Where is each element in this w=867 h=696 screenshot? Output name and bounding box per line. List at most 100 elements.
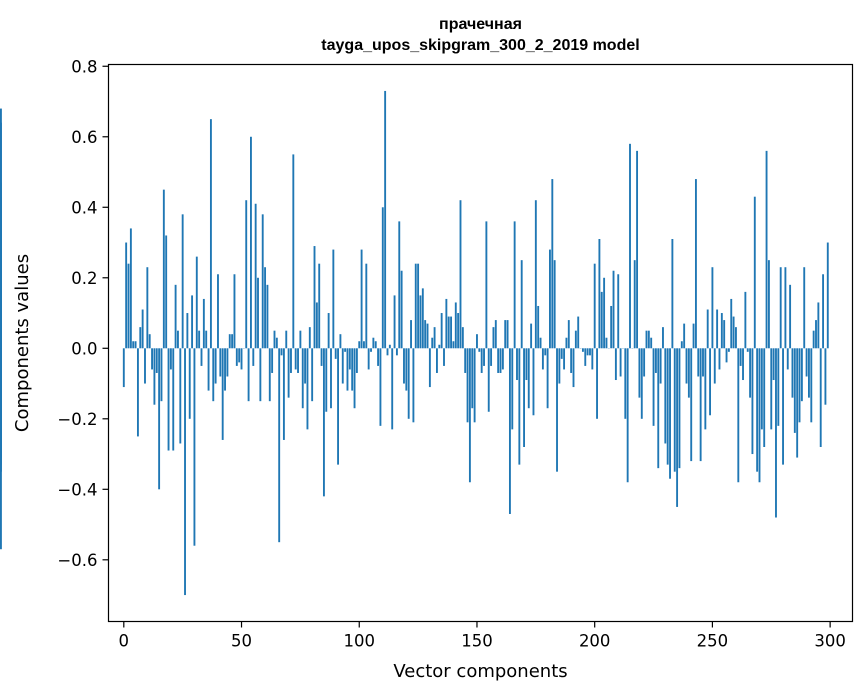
bar-298 [824, 348, 827, 405]
bar-90 [334, 348, 337, 359]
bar-0 [122, 348, 125, 388]
bar-281 [784, 267, 787, 349]
bar-115 [393, 295, 396, 349]
bar-84 [320, 348, 323, 366]
bar-230 [664, 348, 667, 444]
bar-17 [162, 189, 165, 349]
bar-62 [268, 348, 271, 402]
bar-59 [261, 214, 264, 349]
y-tick-label: −0.4 [57, 480, 97, 499]
bar-197 [586, 348, 589, 356]
bar-270 [758, 348, 761, 483]
bar-71 [290, 348, 292, 373]
bar-190 [570, 348, 573, 373]
bar-199 [591, 348, 594, 370]
bar-27 [186, 313, 189, 349]
bar-20 [169, 348, 172, 370]
bar-48 [235, 348, 238, 366]
bar-255 [723, 320, 726, 349]
bar-10 [146, 267, 149, 349]
bar-35 [205, 330, 208, 349]
bar-256 [725, 348, 728, 363]
bar-185 [558, 348, 561, 384]
bar-179 [544, 348, 547, 356]
bar-88 [330, 348, 332, 409]
bar-110 [381, 207, 384, 349]
bar-191 [572, 348, 575, 388]
y-tick-label: 0.0 [71, 339, 97, 358]
bar-66 [278, 348, 281, 543]
bar-133 [436, 348, 438, 373]
bar-245 [699, 348, 702, 462]
bar-264 [744, 291, 747, 349]
bar-45 [228, 334, 231, 349]
bar-293 [812, 330, 815, 349]
bar-215 [629, 143, 631, 349]
bar-132 [433, 327, 436, 349]
bar-189 [567, 320, 570, 349]
bar-203 [600, 291, 603, 349]
bar-140 [452, 341, 455, 349]
bar-267 [751, 348, 754, 455]
bar-211 [619, 348, 622, 377]
bar-37 [209, 119, 212, 349]
bar-2 [127, 263, 130, 349]
bar-163 [506, 320, 509, 349]
bar-40 [217, 274, 219, 349]
bar-263 [742, 348, 744, 381]
bar-76 [301, 348, 304, 409]
bar-268 [753, 196, 756, 349]
bar-156 [490, 348, 493, 366]
bar-79 [308, 327, 311, 349]
bar-148 [471, 348, 474, 409]
x-tick-label: 300 [814, 632, 846, 651]
bar-117 [398, 221, 401, 349]
bar-28 [188, 348, 191, 419]
bar-152 [480, 348, 483, 373]
bar-183 [553, 260, 556, 349]
bar-36 [207, 348, 210, 391]
bar-34 [202, 298, 205, 349]
x-tick-label: 0 [119, 632, 130, 651]
bar-165 [511, 348, 514, 430]
bar-277 [775, 348, 777, 518]
bar-285 [793, 348, 796, 433]
bar-252 [716, 309, 719, 349]
bar-200 [593, 263, 596, 349]
bar-103 [365, 263, 368, 349]
bar-149 [473, 348, 476, 423]
bar-92 [339, 334, 342, 349]
bar-39 [214, 348, 217, 384]
bar-130 [428, 348, 431, 388]
bar-9 [144, 348, 146, 384]
bar-288 [800, 348, 803, 402]
bar-220 [640, 348, 643, 419]
bar-134 [438, 344, 441, 349]
bar-122 [410, 320, 412, 349]
bar-254 [720, 313, 723, 349]
bar-53 [247, 348, 250, 402]
bar-1 [125, 242, 128, 349]
bar-214 [626, 348, 629, 483]
bar-164 [508, 348, 511, 514]
bar-70 [287, 348, 290, 398]
bar-125 [417, 263, 420, 349]
bar-65 [275, 337, 278, 349]
bar-15 [158, 348, 161, 490]
bar-22 [174, 284, 177, 349]
bar-167 [516, 348, 518, 381]
bar-6 [136, 348, 139, 437]
bar-345 [0, 348, 2, 472]
y-tick-label: 0.8 [71, 57, 97, 76]
bar-124 [414, 263, 417, 349]
bar-217 [633, 260, 636, 349]
bar-289 [803, 267, 806, 349]
bar-287 [798, 348, 801, 423]
bar-94 [344, 348, 347, 352]
bar-202 [598, 239, 601, 349]
bar-137 [445, 298, 448, 349]
bar-160 [499, 348, 502, 373]
bar-43 [224, 348, 226, 391]
bar-294 [815, 320, 817, 349]
